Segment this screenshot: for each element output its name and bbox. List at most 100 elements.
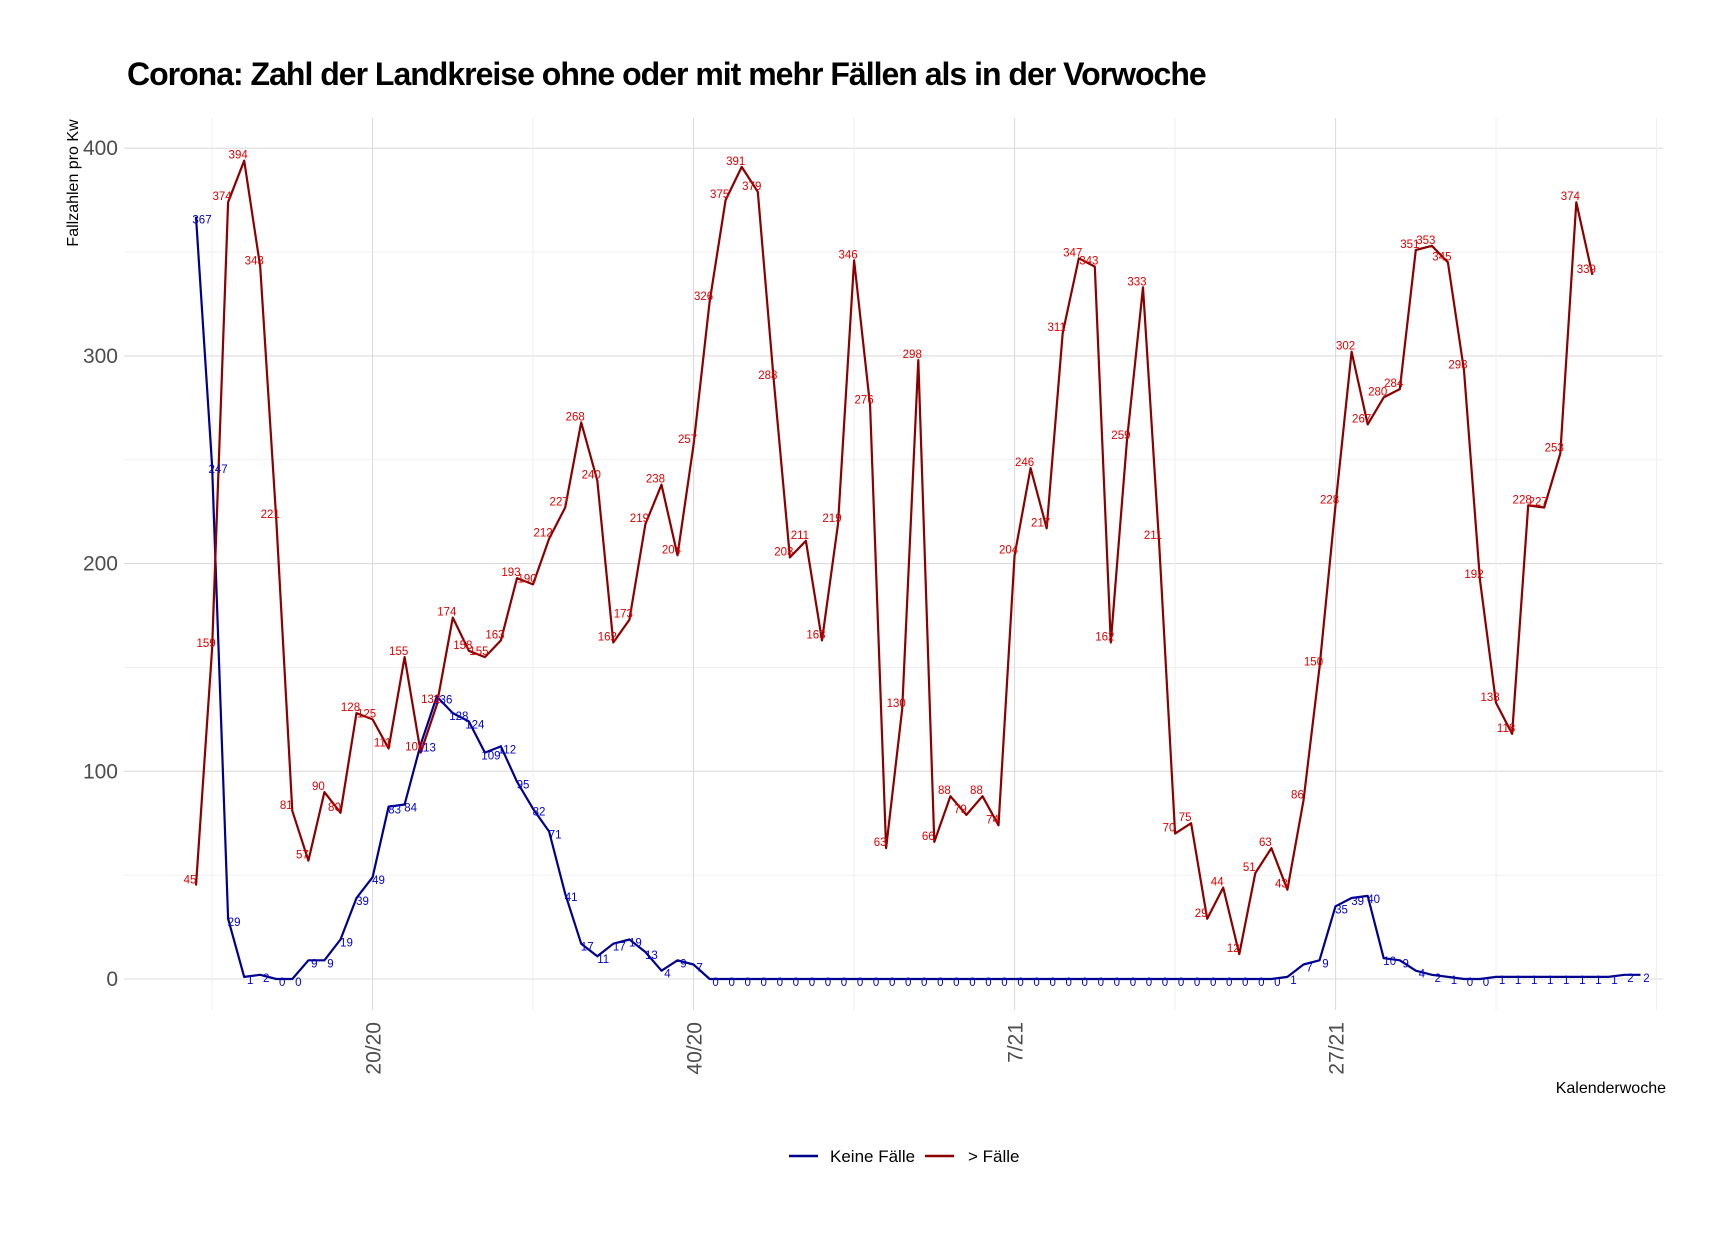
y-axis-ticks: 0 100 200 300 400: [83, 137, 118, 991]
data-label: 44: [1211, 877, 1224, 889]
data-label: 70: [1163, 823, 1176, 835]
data-label: 0: [1065, 977, 1071, 989]
data-label: 217: [1031, 517, 1050, 529]
data-label: 227: [550, 497, 569, 509]
x-tick-label: 7/21: [1005, 1022, 1028, 1063]
data-label: 81: [280, 800, 293, 812]
data-label: 75: [1179, 812, 1192, 824]
series-line-0: [194, 216, 1641, 981]
data-label: 45: [184, 875, 197, 887]
series: [194, 159, 1641, 981]
data-label: 0: [921, 977, 927, 989]
data-label: 1: [1563, 975, 1569, 987]
y-tick-label: 100: [83, 760, 118, 783]
data-label: 0: [1210, 977, 1216, 989]
data-label: 345: [1432, 251, 1451, 263]
x-tick-label: 27/21: [1326, 1022, 1349, 1075]
data-label: 219: [822, 513, 841, 525]
y-tick-label: 300: [83, 345, 118, 368]
data-label: 155: [389, 646, 408, 658]
data-label: 174: [437, 607, 457, 619]
data-label: 0: [1146, 977, 1152, 989]
data-label: 374: [213, 191, 233, 203]
data-label: 9: [1322, 958, 1328, 970]
legend-label-mehr-faelle: > Fälle: [968, 1147, 1020, 1166]
data-label: 253: [1545, 443, 1564, 455]
data-label: 0: [1049, 977, 1055, 989]
data-label: 11: [597, 954, 609, 966]
data-label: 1: [1290, 975, 1296, 987]
data-label: 0: [857, 977, 863, 989]
data-label: 162: [598, 632, 617, 644]
data-label: 0: [1226, 977, 1232, 989]
data-label: 173: [614, 609, 633, 621]
data-label: 211: [791, 530, 809, 542]
data-label: 238: [646, 474, 665, 486]
data-label: 0: [841, 977, 847, 989]
data-label: 0: [985, 977, 991, 989]
data-label: 130: [887, 698, 906, 710]
data-label: 41: [565, 892, 578, 904]
data-label: 29: [228, 917, 241, 929]
data-label: 4: [1419, 969, 1426, 981]
data-label: 7: [1306, 962, 1312, 974]
data-label: 2: [1627, 973, 1633, 985]
data-label: 0: [1114, 977, 1120, 989]
data-label: 13: [645, 950, 658, 962]
data-label: 0: [1082, 977, 1088, 989]
x-tick-label: 40/20: [684, 1022, 707, 1075]
data-label: 112: [498, 744, 516, 756]
data-label: 375: [710, 189, 729, 201]
y-tick-label: 0: [106, 968, 118, 991]
data-label: 162: [1095, 632, 1114, 644]
data-label: 351: [1400, 239, 1419, 251]
data-label: 1: [1611, 975, 1617, 987]
data-label: 74: [986, 814, 999, 826]
data-label: 293: [1448, 359, 1467, 371]
data-label: 12: [1227, 943, 1240, 955]
data-label: 0: [905, 977, 911, 989]
data-label: 259: [1111, 430, 1130, 442]
x-axis-ticks: 20/20 40/20 7/21 27/21: [363, 1022, 1349, 1075]
data-label: 343: [245, 256, 264, 268]
data-label: 221: [261, 509, 280, 521]
y-axis-title: Fallzahlen pro Kw: [65, 119, 82, 247]
data-label: 280: [1368, 386, 1387, 398]
data-label: 0: [1483, 977, 1489, 989]
data-label: 83: [388, 805, 401, 817]
data-label: 219: [630, 513, 649, 525]
data-label: 71: [549, 830, 562, 842]
data-label: 211: [1144, 530, 1162, 542]
data-label: 228: [1513, 494, 1532, 506]
data-label: 2: [263, 973, 269, 985]
data-label: 132: [421, 694, 440, 706]
data-label: 1: [1547, 975, 1553, 987]
data-label: 0: [1258, 977, 1264, 989]
data-label: 0: [1033, 977, 1039, 989]
data-label: 240: [582, 470, 601, 482]
data-label: 125: [357, 708, 376, 720]
chart-title: Corona: Zahl der Landkreise ohne oder mi…: [127, 56, 1207, 92]
data-label: 0: [1162, 977, 1168, 989]
data-label: 0: [295, 977, 301, 989]
data-label: 163: [485, 629, 504, 641]
data-label: 7: [696, 962, 702, 974]
y-tick-label: 200: [83, 553, 118, 576]
data-label: 10: [1383, 956, 1396, 968]
data-label: 163: [806, 629, 825, 641]
data-label: 111: [374, 737, 391, 749]
data-label: 246: [1015, 457, 1034, 469]
data-label: 0: [1242, 977, 1248, 989]
data-label: 0: [744, 977, 750, 989]
data-label: 80: [328, 802, 341, 814]
data-label: 113: [418, 742, 436, 754]
data-label: 39: [356, 896, 369, 908]
data-label: 268: [566, 411, 585, 423]
data-label: 4: [664, 969, 671, 981]
data-label: 0: [777, 977, 783, 989]
data-label: 0: [1001, 977, 1007, 989]
data-label: 2: [1435, 973, 1441, 985]
data-label: 155: [469, 646, 488, 658]
data-label: 158: [453, 640, 472, 652]
